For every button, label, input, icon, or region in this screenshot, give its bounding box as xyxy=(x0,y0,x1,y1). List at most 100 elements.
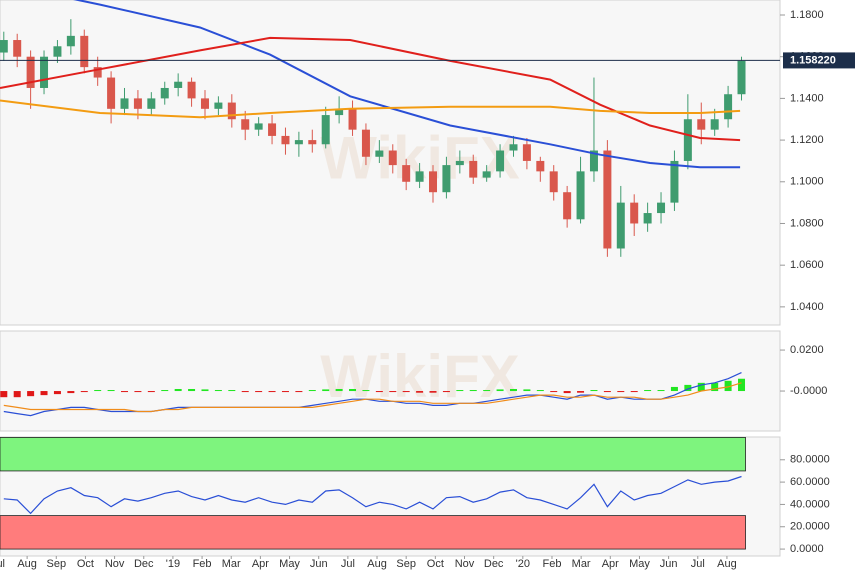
candle-body xyxy=(496,150,505,172)
candle-body xyxy=(214,102,223,109)
histogram-bar xyxy=(630,391,638,393)
histogram-bar xyxy=(429,391,437,393)
candle-body xyxy=(40,56,49,88)
histogram-bar xyxy=(121,391,129,393)
histogram-bar xyxy=(509,388,517,392)
candle-body xyxy=(26,56,35,88)
histogram-bar xyxy=(550,391,558,393)
histogram-bar xyxy=(295,391,303,393)
x-tick-label: '19 xyxy=(166,558,180,570)
candle-body xyxy=(66,35,75,47)
candle-body xyxy=(670,160,679,203)
x-tick-label: Feb xyxy=(542,558,561,570)
candle-body xyxy=(200,98,209,109)
y-tick-label: 60.0000 xyxy=(790,476,830,488)
histogram-bar xyxy=(107,390,115,392)
x-tick-label: Oct xyxy=(427,558,444,570)
histogram-bar xyxy=(308,390,316,392)
y-tick-label: 1.0400 xyxy=(790,301,824,313)
x-tick-label: Nov xyxy=(105,558,125,570)
histogram-bar xyxy=(0,391,8,398)
histogram-bar xyxy=(174,388,182,392)
histogram-bar xyxy=(94,390,102,392)
candle-body xyxy=(603,150,612,249)
current-price-box xyxy=(783,52,855,69)
candle-body xyxy=(429,171,438,193)
histogram-bar xyxy=(241,391,249,393)
candle-body xyxy=(335,108,344,116)
histogram-bar xyxy=(724,380,732,392)
x-tick-label: Apr xyxy=(602,558,619,570)
plot-area xyxy=(0,437,746,550)
histogram-bar xyxy=(281,391,289,393)
histogram-bar xyxy=(603,391,611,393)
x-tick-label: Sep xyxy=(396,558,416,570)
candle-body xyxy=(630,202,639,224)
histogram-bar xyxy=(375,391,383,393)
candle-body xyxy=(657,202,666,214)
histogram-bar xyxy=(134,391,142,393)
candle-body xyxy=(13,40,22,57)
candle-body xyxy=(80,35,89,68)
histogram-bar xyxy=(684,384,692,392)
candle-body xyxy=(254,123,263,130)
histogram-bar xyxy=(738,378,746,392)
candle-body xyxy=(133,98,142,109)
candle-body xyxy=(93,67,102,78)
x-tick-label: Jul xyxy=(341,558,355,570)
rsi-band xyxy=(0,437,746,472)
moving-average-line xyxy=(0,99,741,119)
x-tick-label: Aug xyxy=(17,558,37,570)
moving-average-line xyxy=(73,0,741,169)
histogram-bar xyxy=(644,390,652,392)
candle-body xyxy=(643,213,652,224)
y-tick-label: 20.0000 xyxy=(790,521,830,533)
x-tick-label: Feb xyxy=(193,558,212,570)
histogram-bar xyxy=(349,388,357,392)
candle-body xyxy=(683,119,692,161)
histogram-bar xyxy=(697,382,705,392)
x-tick-label: Oct xyxy=(77,558,94,570)
candle-body xyxy=(415,171,424,182)
histogram-bar xyxy=(496,389,504,392)
y-tick-label: 1.1000 xyxy=(790,176,824,188)
candle-body xyxy=(616,202,625,249)
histogram-bar xyxy=(416,391,424,393)
histogram-bar xyxy=(389,391,397,393)
candle-body xyxy=(509,144,518,151)
histogram-bar xyxy=(402,391,410,393)
candle-body xyxy=(120,98,129,109)
y-tick-label: 1.0600 xyxy=(790,259,824,271)
x-tick-label: '20 xyxy=(516,558,530,570)
histogram-bar xyxy=(483,390,491,392)
candle-body xyxy=(107,77,116,109)
histogram-bar xyxy=(563,391,571,394)
histogram-bar xyxy=(670,386,678,392)
y-tick-label: 0.0000 xyxy=(790,543,824,555)
histogram-bar xyxy=(13,391,21,398)
x-tick-label: May xyxy=(629,558,650,570)
histogram-bar xyxy=(577,391,585,393)
candle-body xyxy=(522,144,531,161)
x-tick-label: Dec xyxy=(134,558,154,570)
candle-body xyxy=(53,46,62,57)
candle-body xyxy=(549,171,558,193)
histogram-bar xyxy=(80,391,88,393)
histogram-bar xyxy=(617,391,625,393)
y-tick-label: 1.1400 xyxy=(790,92,824,104)
histogram-bar xyxy=(67,391,75,394)
candle-body xyxy=(187,81,196,99)
y-tick-label: 40.0000 xyxy=(790,498,830,510)
histogram-bar xyxy=(255,391,263,393)
candle-body xyxy=(227,102,236,120)
candle-body xyxy=(321,115,330,145)
candle-body xyxy=(160,87,169,99)
x-tick-label: Nov xyxy=(455,558,475,570)
histogram-bar xyxy=(335,388,343,392)
x-tick-label: Sep xyxy=(46,558,66,570)
plot-area: WikiFX xyxy=(0,343,746,417)
histogram-bar xyxy=(711,382,719,392)
histogram-bar xyxy=(228,390,236,392)
